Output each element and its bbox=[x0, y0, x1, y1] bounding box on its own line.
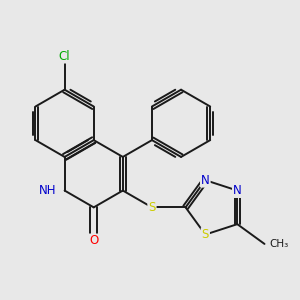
Text: CH₃: CH₃ bbox=[270, 239, 289, 249]
Text: Cl: Cl bbox=[59, 50, 70, 63]
Text: NH: NH bbox=[39, 184, 57, 197]
Text: N: N bbox=[233, 184, 242, 197]
Text: O: O bbox=[89, 235, 98, 248]
Text: N: N bbox=[201, 174, 210, 187]
Text: S: S bbox=[202, 228, 209, 241]
Text: S: S bbox=[148, 201, 156, 214]
